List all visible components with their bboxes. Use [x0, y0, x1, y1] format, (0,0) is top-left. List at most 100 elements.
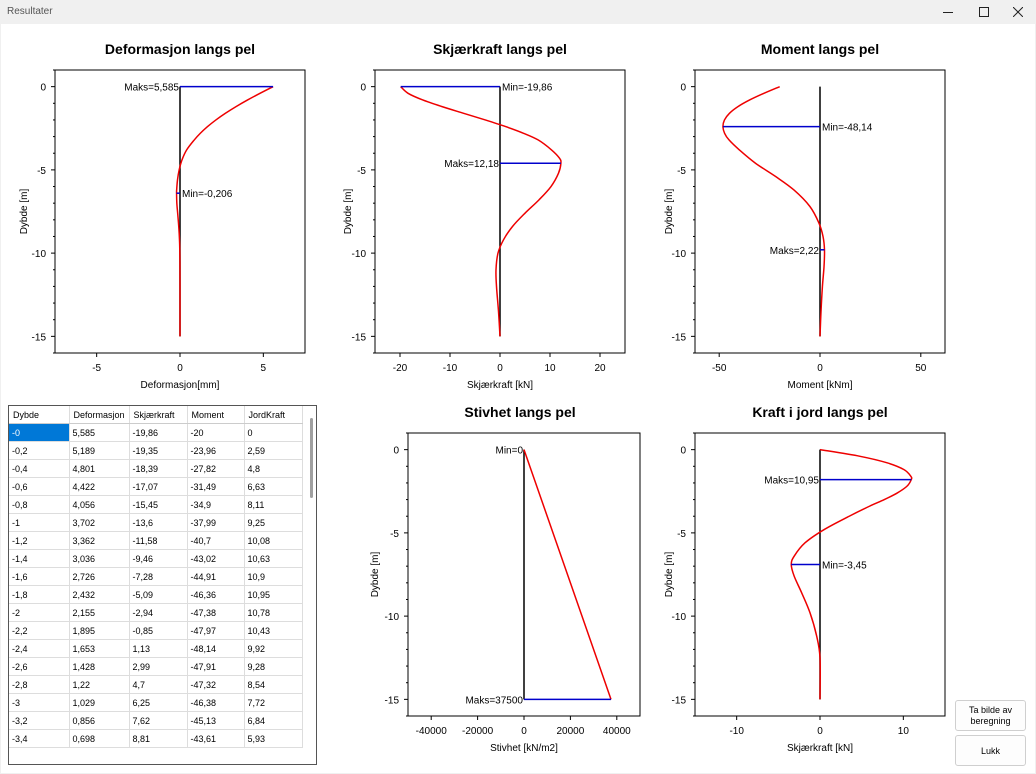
table-cell[interactable]: -0,4 [9, 459, 70, 478]
table-cell[interactable]: 1,22 [69, 675, 130, 694]
table-cell[interactable]: -0,8 [9, 495, 70, 514]
table-row[interactable]: -0,2 5,189 -19,35 -23,96 2,59 [9, 441, 303, 460]
table-scrollbar[interactable] [307, 406, 316, 764]
table-cell[interactable]: 0,698 [69, 729, 130, 748]
table-row[interactable]: -1,6 2,726 -7,28 -44,91 10,9 [9, 567, 303, 586]
table-row[interactable]: -1,8 2,432 -5,09 -46,36 10,95 [9, 585, 303, 604]
table-cell[interactable]: 1,13 [129, 639, 188, 658]
table-cell[interactable]: 8,11 [244, 495, 303, 514]
table-cell[interactable]: -2 [9, 603, 70, 622]
table-cell[interactable]: -0,2 [9, 441, 70, 460]
results-table-container[interactable]: Dybde Deformasjon Skjærkraft Moment JordKraf… [8, 405, 317, 765]
table-row[interactable]: -2,2 1,895 -0,85 -47,97 10,43 [9, 621, 303, 640]
table-cell[interactable]: 3,702 [69, 513, 130, 532]
table-row[interactable]: -3,2 0,856 7,62 -45,13 6,84 [9, 711, 303, 730]
table-header-cell[interactable]: Deformasjon [69, 406, 130, 424]
table-cell[interactable]: -47,97 [187, 621, 245, 640]
title-bar[interactable]: Resultater [0, 0, 1036, 24]
table-cell[interactable]: -0,6 [9, 477, 70, 496]
scrollbar-thumb[interactable] [310, 418, 313, 498]
table-row[interactable]: -0,8 4,056 -15,45 -34,9 8,11 [9, 495, 303, 514]
table-row[interactable]: -2,8 1,22 4,7 -47,32 8,54 [9, 675, 303, 694]
table-row[interactable]: -3 1,029 6,25 -46,38 7,72 [9, 693, 303, 712]
close-icon[interactable] [1000, 0, 1036, 24]
table-cell[interactable]: 4,056 [69, 495, 130, 514]
table-cell[interactable]: -3 [9, 693, 70, 712]
table-cell[interactable]: -43,02 [187, 549, 245, 568]
table-row[interactable]: -2,4 1,653 1,13 -48,14 9,92 [9, 639, 303, 658]
table-cell[interactable]: -37,99 [187, 513, 245, 532]
table-header-cell[interactable]: Dybde [9, 406, 70, 424]
table-cell[interactable]: -2,6 [9, 657, 70, 676]
table-cell[interactable]: -23,96 [187, 441, 245, 460]
table-row[interactable]: -0,4 4,801 -18,39 -27,82 4,8 [9, 459, 303, 478]
table-cell[interactable]: 2,59 [244, 441, 303, 460]
table-cell[interactable]: -1,8 [9, 585, 70, 604]
table-cell[interactable]: -47,32 [187, 675, 245, 694]
table-cell[interactable]: 10,9 [244, 567, 303, 586]
table-cell[interactable]: -45,13 [187, 711, 245, 730]
table-cell[interactable]: -31,49 [187, 477, 245, 496]
table-cell[interactable]: -3,4 [9, 729, 70, 748]
table-cell[interactable]: 5,189 [69, 441, 130, 460]
snapshot-button[interactable]: Ta bilde av beregning [955, 700, 1026, 731]
table-cell[interactable]: 2,155 [69, 603, 130, 622]
table-cell[interactable]: 4,7 [129, 675, 188, 694]
table-cell[interactable]: 2,432 [69, 585, 130, 604]
table-cell[interactable]: -48,14 [187, 639, 245, 658]
table-cell[interactable]: -1,6 [9, 567, 70, 586]
table-cell[interactable]: -1,4 [9, 549, 70, 568]
close-button[interactable]: Lukk [955, 735, 1026, 766]
table-cell[interactable]: 1,895 [69, 621, 130, 640]
table-cell[interactable]: -9,46 [129, 549, 188, 568]
table-cell[interactable]: 0,856 [69, 711, 130, 730]
table-cell[interactable]: 8,54 [244, 675, 303, 694]
table-cell[interactable]: -44,91 [187, 567, 245, 586]
table-row[interactable]: -1,4 3,036 -9,46 -43,02 10,63 [9, 549, 303, 568]
table-cell[interactable]: -2,8 [9, 675, 70, 694]
table-cell[interactable]: -5,09 [129, 585, 188, 604]
table-row[interactable]: -1 3,702 -13,6 -37,99 9,25 [9, 513, 303, 532]
table-row[interactable]: -0,6 4,422 -17,07 -31,49 6,63 [9, 477, 303, 496]
table-cell[interactable]: -2,4 [9, 639, 70, 658]
table-cell[interactable]: -43,61 [187, 729, 245, 748]
table-cell[interactable]: -2,2 [9, 621, 70, 640]
table-row[interactable]: -1,2 3,362 -11,58 -40,7 10,08 [9, 531, 303, 550]
table-cell[interactable]: -40,7 [187, 531, 245, 550]
table-cell[interactable]: 6,63 [244, 477, 303, 496]
table-cell[interactable]: 3,362 [69, 531, 130, 550]
table-cell[interactable]: 7,72 [244, 693, 303, 712]
table-cell[interactable]: -19,86 [129, 423, 188, 442]
results-table[interactable]: Dybde Deformasjon Skjærkraft Moment JordKraf… [9, 406, 303, 748]
table-cell[interactable]: 2,726 [69, 567, 130, 586]
table-cell[interactable]: -13,6 [129, 513, 188, 532]
table-cell[interactable]: 4,801 [69, 459, 130, 478]
maximize-icon[interactable] [966, 0, 1002, 24]
table-cell[interactable]: 8,81 [129, 729, 188, 748]
table-cell[interactable]: 1,428 [69, 657, 130, 676]
minimize-icon[interactable] [930, 0, 966, 24]
table-header-cell[interactable]: Skjærkraft [129, 406, 188, 424]
table-cell[interactable]: -27,82 [187, 459, 245, 478]
table-cell[interactable]: 10,43 [244, 621, 303, 640]
table-cell[interactable]: 1,029 [69, 693, 130, 712]
table-cell[interactable]: -34,9 [187, 495, 245, 514]
table-cell[interactable]: -0,85 [129, 621, 188, 640]
table-cell[interactable]: -1,2 [9, 531, 70, 550]
table-cell[interactable]: -20 [187, 423, 245, 442]
table-cell[interactable]: 6,84 [244, 711, 303, 730]
table-row[interactable]: -3,4 0,698 8,81 -43,61 5,93 [9, 729, 303, 748]
table-cell[interactable]: -46,38 [187, 693, 245, 712]
table-cell[interactable]: -17,07 [129, 477, 188, 496]
table-cell[interactable]: 2,99 [129, 657, 188, 676]
table-cell[interactable]: 1,653 [69, 639, 130, 658]
table-cell[interactable]: 10,63 [244, 549, 303, 568]
table-cell[interactable]: -19,35 [129, 441, 188, 460]
table-row[interactable]: -2,6 1,428 2,99 -47,91 9,28 [9, 657, 303, 676]
table-cell[interactable]: 3,036 [69, 549, 130, 568]
table-cell[interactable]: 6,25 [129, 693, 188, 712]
table-cell[interactable]: 7,62 [129, 711, 188, 730]
table-row[interactable]: -0 5,585 -19,86 -20 0 [9, 423, 303, 442]
table-cell[interactable]: 4,8 [244, 459, 303, 478]
table-cell[interactable]: 4,422 [69, 477, 130, 496]
